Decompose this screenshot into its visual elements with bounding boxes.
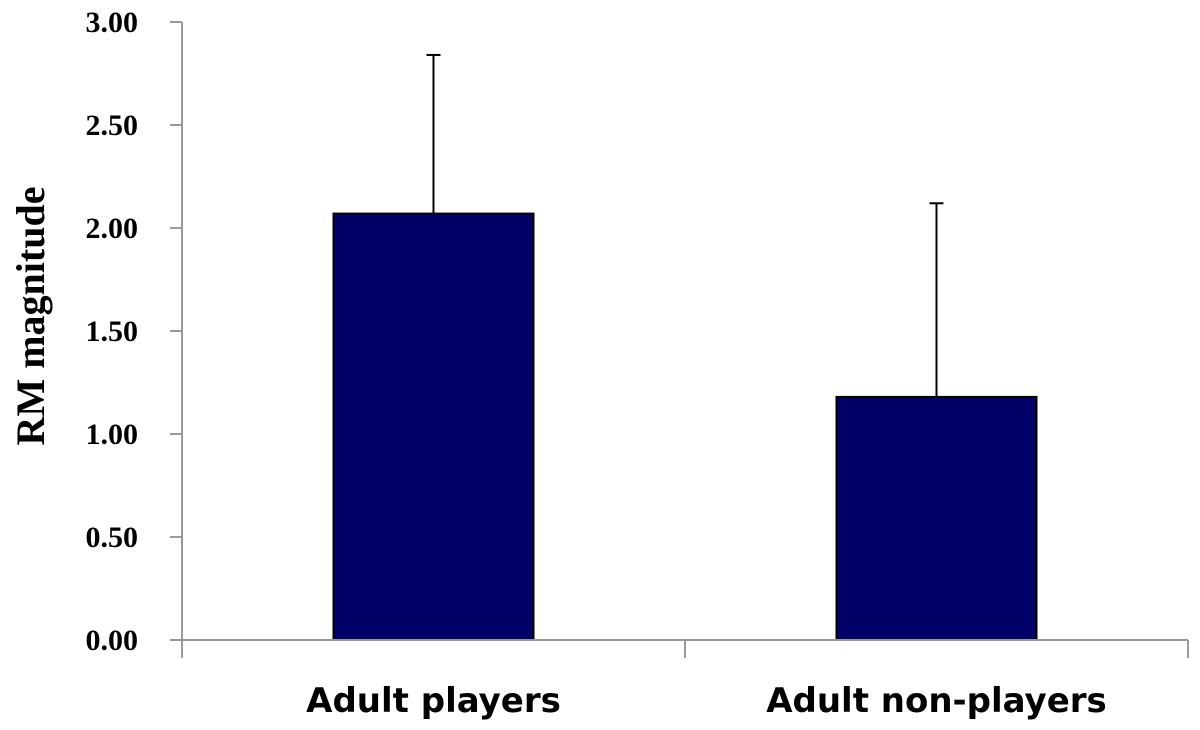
- y-axis-title: RM magnitude: [8, 187, 53, 446]
- x-axis-ticks: Adult players Adult non-players: [181, 640, 1189, 721]
- y-tick-label: 2.00: [86, 212, 139, 245]
- y-tick-label: 0.00: [86, 624, 139, 657]
- y-axis-ticks: 0.00 0.50 1.00 1.50 2.00 2.50 3.00: [86, 6, 182, 657]
- y-tick-label: 1.00: [86, 418, 139, 451]
- y-tick-label: 1.50: [86, 315, 139, 348]
- y-tick-label: 2.50: [86, 109, 139, 142]
- bars: [332, 53, 1038, 642]
- y-tick-label: 0.50: [86, 521, 139, 554]
- x-category-label: Adult players: [306, 681, 561, 721]
- x-category-label: Adult non-players: [766, 681, 1107, 721]
- y-tick-label: 3.00: [86, 6, 139, 39]
- bar: [835, 395, 1038, 642]
- bar: [332, 212, 535, 642]
